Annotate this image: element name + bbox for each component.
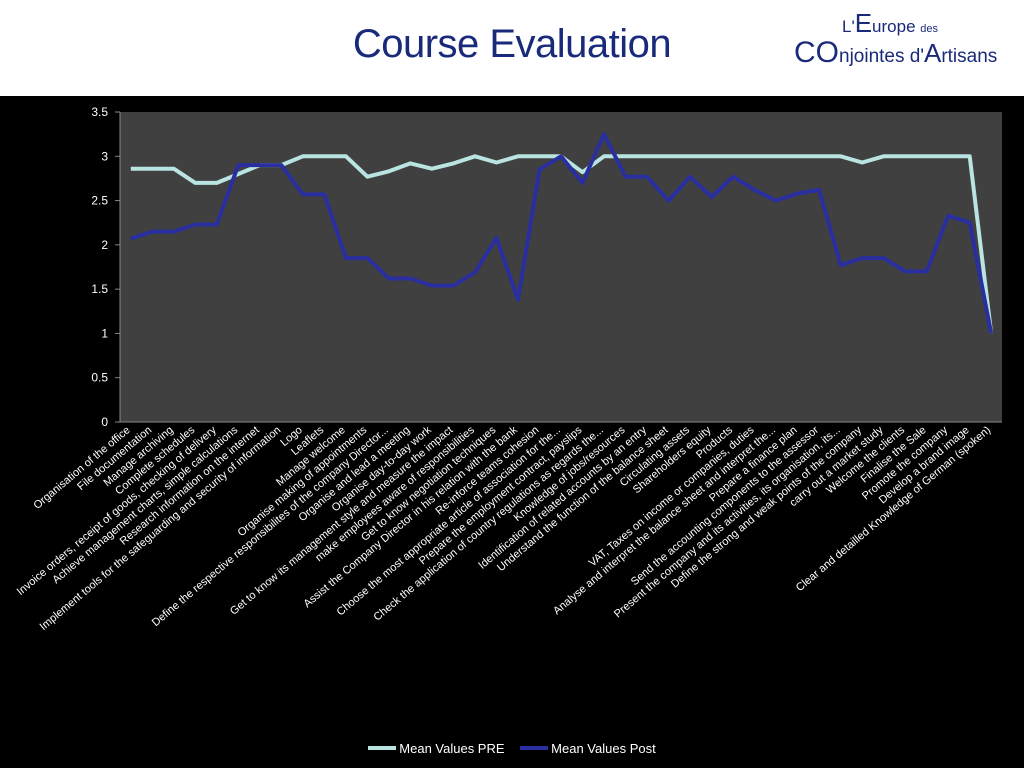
y-axis: 0 0.5 1 1.5 2 2.5 3 3.5 xyxy=(91,105,121,429)
y-tick-label: 3.5 xyxy=(91,105,108,119)
legend-swatch xyxy=(368,746,397,750)
legend-item-post: Mean Values Post xyxy=(520,741,656,756)
y-tick-label: 0.5 xyxy=(91,371,108,385)
series-layer xyxy=(130,132,994,334)
logo: L'Europe des COnjointes d'Artisans xyxy=(790,6,1020,86)
y-tick-label: 2 xyxy=(101,238,108,252)
legend-label: Mean Values PRE xyxy=(399,740,505,756)
legend-label: Mean Values Post xyxy=(551,740,656,756)
logo-text: L' xyxy=(842,17,855,36)
logo-line-1: L'Europe des xyxy=(842,8,938,39)
logo-text: njointes d' xyxy=(839,46,924,67)
legend-swatch xyxy=(520,746,549,750)
legend: Mean Values PRE Mean Values Post xyxy=(0,738,1024,756)
legend-item-pre: Mean Values PRE xyxy=(368,740,505,756)
y-tick-label: 1 xyxy=(101,326,108,340)
logo-text: urope xyxy=(872,17,916,36)
logo-text: A xyxy=(923,38,942,68)
y-tick-label: 1.5 xyxy=(91,282,108,296)
logo-line-2: COnjointes d'Artisans xyxy=(794,36,997,70)
logo-text: rtisans xyxy=(941,46,998,67)
page-title: Course Evaluation xyxy=(352,22,672,66)
y-tick-label: 3 xyxy=(101,149,108,163)
logo-text: E xyxy=(854,8,873,38)
series-line-post xyxy=(130,132,994,334)
logo-text: CO xyxy=(794,36,839,69)
y-tick-label: 0 xyxy=(101,415,108,429)
line-chart: 0 0.5 1 1.5 2 2.5 3 3.5 Organisation of the off… xyxy=(15,105,1002,633)
header: Course Evaluation L'Europe des COnjointe… xyxy=(0,0,1024,96)
logo-text: des xyxy=(920,23,939,35)
y-tick-label: 2.5 xyxy=(91,194,108,208)
